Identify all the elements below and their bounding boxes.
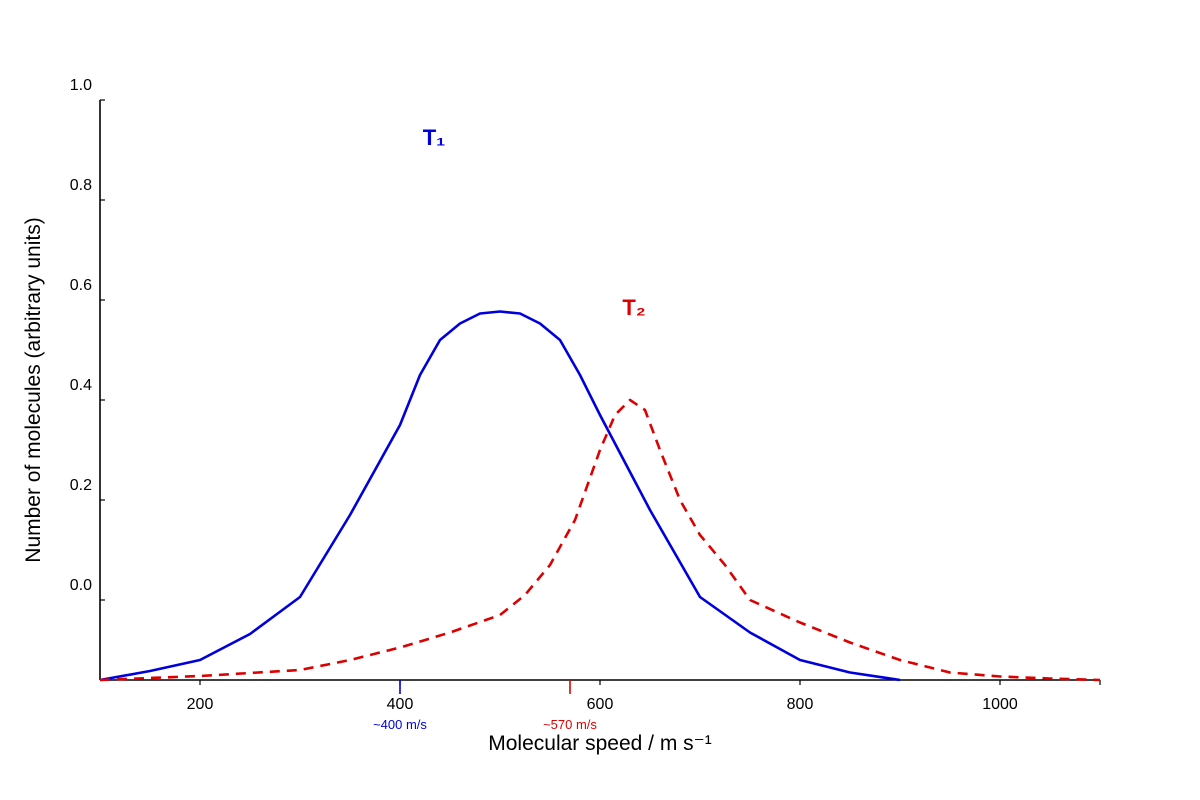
series-labels: T₁ T₂	[423, 125, 646, 320]
y-axis-title: Number of molecules (arbitrary units)	[22, 217, 45, 562]
x-axis-title: Molecular speed / m s⁻¹	[488, 732, 712, 755]
x-ticks: 200 400 600 800 1000	[187, 680, 1101, 713]
x-tick-label: 1000	[982, 696, 1018, 713]
y-tick-label: 0.8	[70, 177, 92, 194]
y-tick-label: 0.6	[70, 277, 92, 294]
peak-marker-label: ~400 m/s	[373, 717, 427, 732]
curves	[99, 310, 1101, 682]
plot-area: 200 400 600 800 1000 1.0 0.8 0.6 0.4 0.2 0.0 ~400…	[70, 77, 1101, 732]
series-line-1	[99, 310, 901, 682]
series-label-1: T₁	[423, 125, 446, 150]
y-tick-label: 0.4	[70, 377, 92, 394]
y-tick-label: 0.2	[70, 477, 92, 494]
x-tick-label: 800	[787, 696, 814, 713]
y-tick-label: 0.0	[70, 577, 92, 594]
y-ticks: 1.0 0.8 0.6 0.4 0.2 0.0	[70, 77, 105, 601]
peak-marker-label: ~570 m/s	[543, 717, 597, 732]
y-tick-label: 1.0	[70, 77, 92, 94]
x-tick-label: 400	[387, 696, 414, 713]
x-tick-label: 600	[587, 696, 614, 713]
x-tick-label: 200	[187, 696, 214, 713]
series-label-2: T₂	[622, 295, 645, 320]
series-line-2	[99, 398, 1101, 682]
peak-markers: ~400 m/s ~570 m/s	[373, 680, 597, 732]
